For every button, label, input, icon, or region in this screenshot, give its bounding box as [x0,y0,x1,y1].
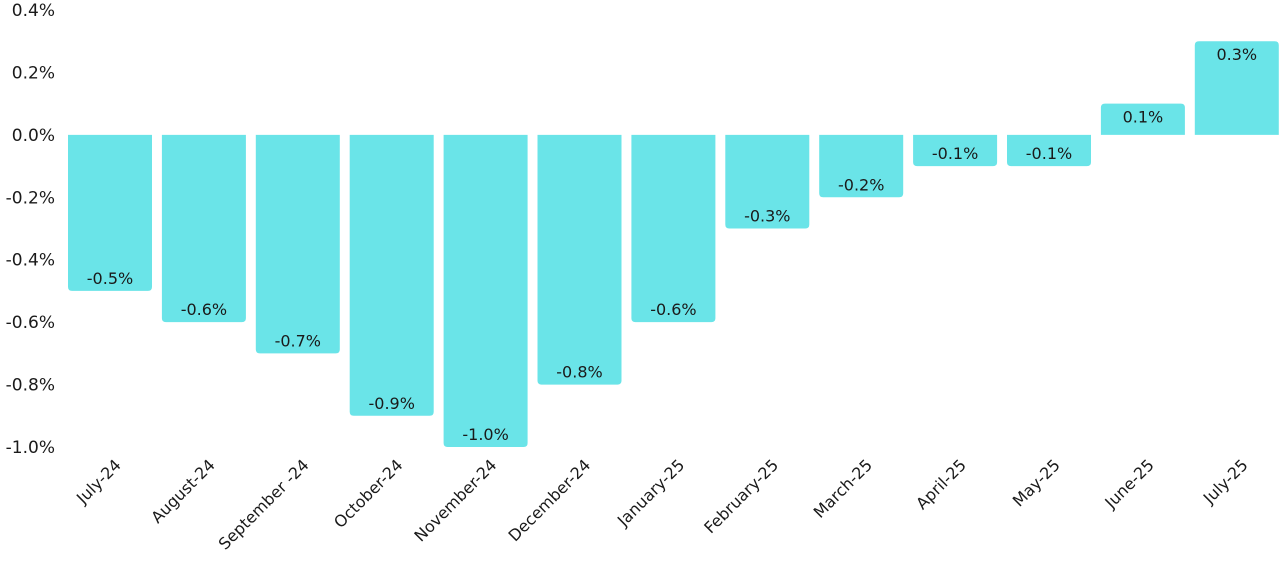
bar [255,134,340,354]
bar [1100,103,1185,135]
y-tick-label: -0.2% [6,188,55,208]
x-tick-label: December-24 [504,455,594,545]
data-label: -0.3% [744,207,790,226]
y-tick-label: -0.6% [6,313,55,333]
x-tick-label: October-24 [330,455,406,531]
bar [1194,41,1279,135]
x-tick-label: May-25 [1009,455,1064,510]
bar [1007,134,1091,167]
y-axis: 0.4% 0.2% 0.0% -0.2% -0.4% -0.6% -0.8% -1.0% [6,1,55,458]
data-label: -0.5% [87,269,133,288]
bar [819,134,904,198]
bar [349,134,434,416]
x-tick-label: February-25 [700,455,782,537]
bars: -0.5% -0.6% -0.7% -0.9% -1.0% -0.8% -0.6% -0.3%… [68,41,1279,447]
x-tick-label: March-25 [810,455,876,521]
y-tick-label: -0.8% [6,376,55,396]
bar [443,134,528,447]
bar [161,134,246,323]
data-label: 0.1% [1123,108,1164,127]
bar [68,134,152,291]
x-tick-label: July-25 [1199,455,1252,508]
bar [913,134,998,167]
data-label: -0.8% [556,363,602,382]
y-tick-label: 0.2% [12,63,55,83]
bar [537,134,622,385]
bar [725,134,810,229]
x-tick-label: January-25 [613,455,688,530]
data-label: -1.0% [462,425,508,444]
x-tick-label: April-25 [912,455,970,513]
y-tick-label: 0.4% [12,1,55,21]
data-label: 0.3% [1216,45,1257,64]
x-tick-label: June-25 [1100,455,1157,512]
data-label: -0.1% [1026,144,1072,163]
data-label: -0.1% [932,144,978,163]
y-tick-label: -0.4% [6,251,55,271]
bar [631,134,716,323]
x-tick-label: July-24 [72,455,125,508]
data-label: -0.2% [838,175,884,194]
y-tick-label: -1.0% [6,438,55,458]
y-tick-label: 0.0% [12,126,55,146]
x-tick-label: August-24 [147,455,219,527]
x-tick-label: September -24 [215,455,313,553]
data-label: -0.7% [275,331,321,350]
data-label: -0.6% [650,300,696,319]
x-tick-label: November-24 [410,455,500,545]
data-label: -0.6% [181,300,227,319]
data-label: -0.9% [368,394,414,413]
